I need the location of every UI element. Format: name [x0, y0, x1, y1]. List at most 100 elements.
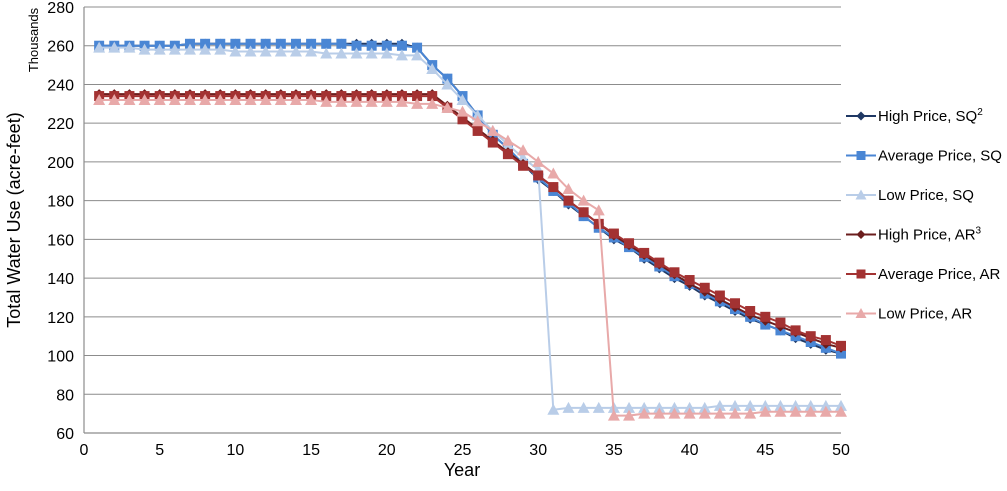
- data-point: [653, 407, 666, 419]
- data-point: [395, 49, 408, 61]
- legend-label: Average Price, SQ: [878, 148, 1002, 165]
- y-tick-label: 160: [47, 232, 74, 249]
- y-tick-label: 120: [47, 310, 74, 327]
- data-point: [365, 95, 378, 107]
- data-point: [245, 38, 256, 49]
- data-point: [819, 399, 832, 411]
- data-point: [744, 399, 757, 411]
- data-point: [365, 47, 378, 59]
- data-point: [138, 43, 151, 55]
- data-point: [260, 38, 271, 49]
- data-point: [487, 137, 498, 148]
- data-point: [486, 124, 499, 136]
- legend-item: High Price, AR3: [846, 226, 982, 244]
- series-low-price-sq: [93, 41, 847, 415]
- legend-marker: [856, 269, 866, 279]
- data-point: [108, 41, 121, 53]
- data-point: [517, 144, 530, 156]
- y-tick-label: 60: [56, 426, 74, 443]
- data-point: [108, 93, 121, 105]
- legend-marker: [856, 111, 866, 121]
- data-point: [305, 93, 318, 105]
- data-point: [289, 93, 302, 105]
- data-point: [592, 401, 605, 413]
- series-line: [99, 93, 842, 349]
- data-point: [563, 195, 574, 206]
- x-axis-title: Year: [444, 460, 480, 480]
- data-point: [229, 93, 242, 105]
- data-point: [654, 257, 665, 268]
- data-point: [683, 401, 696, 413]
- data-point: [729, 407, 742, 419]
- data-point: [804, 399, 817, 411]
- data-point: [548, 182, 559, 193]
- data-point: [683, 407, 696, 419]
- data-point: [335, 95, 348, 107]
- data-point: [713, 407, 726, 419]
- gridlines: [84, 6, 841, 395]
- data-point: [714, 290, 725, 301]
- data-point: [456, 105, 469, 117]
- data-point: [351, 40, 362, 51]
- data-point: [502, 149, 513, 160]
- data-point: [290, 38, 301, 49]
- series-low-price-ar: [93, 93, 847, 421]
- data-point: [229, 45, 242, 57]
- data-point: [532, 155, 545, 167]
- data-point: [380, 47, 393, 59]
- legend-item: High Price, SQ2: [846, 107, 983, 125]
- data-point: [123, 41, 136, 53]
- data-point: [578, 207, 589, 218]
- data-point: [396, 40, 407, 51]
- x-tick-label: 20: [378, 442, 396, 459]
- y-tick-label: 280: [47, 0, 74, 17]
- data-point: [168, 43, 181, 55]
- data-point: [638, 407, 651, 419]
- data-point: [471, 115, 484, 127]
- data-point: [533, 170, 544, 181]
- series-lines: [93, 38, 847, 421]
- data-point: [729, 399, 742, 411]
- data-point: [381, 40, 392, 51]
- data-point: [835, 405, 847, 417]
- data-point: [698, 401, 711, 413]
- axes: [83, 7, 841, 434]
- data-point: [244, 93, 257, 105]
- data-point: [774, 399, 787, 411]
- data-point: [501, 134, 514, 146]
- legend-label: High Price, AR3: [878, 226, 982, 244]
- legend-marker: [856, 151, 866, 160]
- data-point: [608, 228, 619, 239]
- data-point: [623, 401, 636, 413]
- data-point: [623, 409, 636, 421]
- data-point: [819, 405, 832, 417]
- y-axis-title: Total Water Use (acre-feet): [4, 112, 24, 327]
- data-point: [441, 101, 454, 113]
- series-average-price-sq: [94, 38, 846, 359]
- y-tick-label: 100: [47, 349, 74, 366]
- data-point: [592, 204, 605, 216]
- legend-label: Low Price, AR: [878, 306, 972, 323]
- data-point: [412, 91, 423, 102]
- data-point: [427, 91, 438, 102]
- data-point: [336, 38, 347, 49]
- y-tick-label: 220: [47, 116, 74, 133]
- legend-label: Average Price, AR: [878, 266, 1000, 283]
- data-point: [214, 43, 227, 55]
- x-tick-label: 25: [454, 442, 472, 459]
- data-point: [411, 97, 424, 109]
- x-tick-label: 10: [227, 442, 245, 459]
- data-point: [562, 183, 575, 195]
- data-point: [790, 325, 801, 336]
- data-point: [607, 409, 620, 421]
- data-point: [426, 97, 439, 109]
- data-point: [835, 399, 847, 411]
- data-point: [366, 40, 377, 51]
- data-point: [259, 93, 272, 105]
- data-point: [350, 47, 363, 59]
- data-point: [639, 247, 650, 258]
- data-point: [775, 317, 786, 328]
- data-point: [306, 38, 317, 49]
- data-point: [153, 93, 166, 105]
- legend: High Price, SQ2 Average Price, SQ Low Pric…: [846, 107, 1002, 323]
